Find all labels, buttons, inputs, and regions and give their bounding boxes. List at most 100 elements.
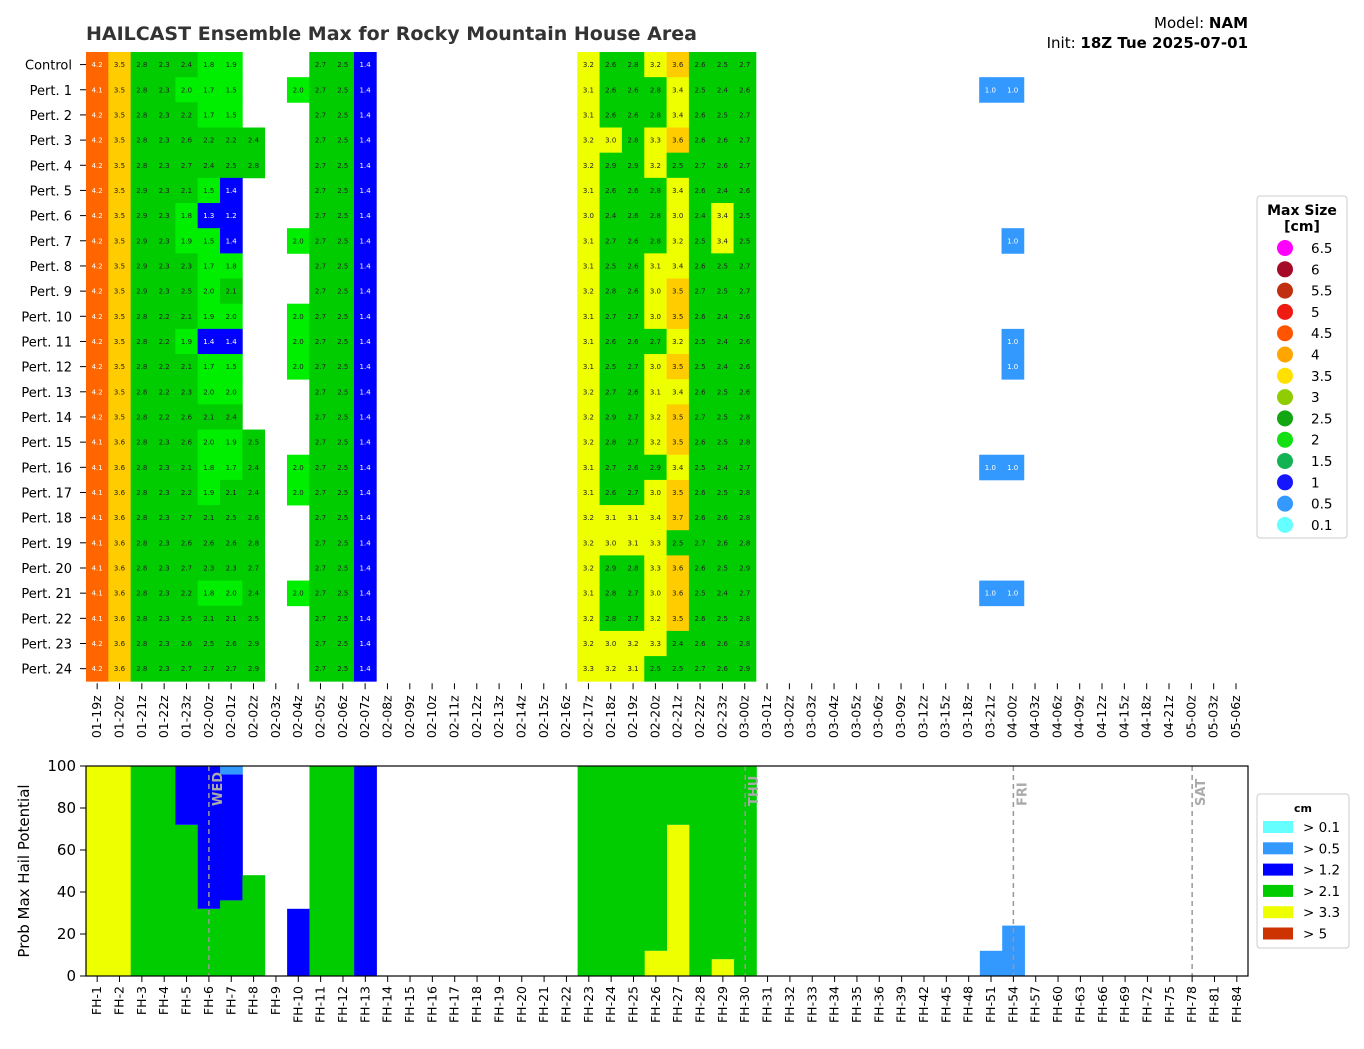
cell-value-label: 2.4: [605, 212, 617, 220]
heatmap-cell: [621, 630, 645, 657]
heatmap-cell: [644, 328, 667, 355]
cell-value-label: 2.8: [136, 439, 147, 447]
heatmap-cell: [599, 203, 623, 229]
heatmap-cell: [108, 479, 132, 506]
column-label: 03-09z: [893, 695, 908, 738]
heatmap-cell: [979, 77, 1002, 103]
cell-value-label: 2.6: [605, 61, 617, 69]
cell-value-label: 2.6: [717, 665, 729, 673]
x-tick-label: FH-15: [402, 986, 417, 1023]
column-label: 05-03z: [1206, 695, 1221, 738]
heatmap-cell: [688, 177, 712, 204]
row-label: Pert. 12: [21, 361, 72, 376]
heatmap-cell: [621, 303, 645, 330]
row-label: Pert. 24: [21, 663, 72, 678]
heatmap-cell: [1001, 328, 1025, 355]
cell-value-label: 1.0: [985, 590, 996, 598]
heatmap-cell: [309, 454, 333, 481]
heatmap-cell: [108, 203, 132, 229]
cell-value-label: 2.6: [717, 137, 729, 145]
cell-value-label: 2.7: [315, 539, 326, 547]
heatmap-cell: [599, 404, 623, 430]
cell-value-label: 4.2: [92, 187, 103, 195]
cell-value-label: 1.7: [203, 86, 214, 94]
heatmap-cell: [175, 605, 199, 632]
column-label: 02-17z: [580, 695, 595, 738]
cell-value-label: 2.7: [628, 489, 639, 497]
chart-title: HAILCAST Ensemble Max for Rocky Mountain…: [86, 23, 697, 45]
cell-value-label: 2.8: [739, 539, 750, 547]
heatmap-cell: [152, 404, 176, 430]
cell-value-label: 3.4: [717, 237, 729, 245]
heatmap-cell: [577, 555, 600, 581]
cell-value-label: 1.4: [226, 237, 238, 245]
heatmap-cell: [108, 605, 132, 632]
cell-value-label: 2.9: [136, 262, 147, 270]
heatmap-cell: [711, 278, 734, 305]
heatmap-cell: [219, 127, 243, 154]
cell-value-label: 2.3: [181, 388, 192, 396]
cell-value-label: 1.4: [360, 187, 372, 195]
cell-value-label: 2.0: [293, 489, 304, 497]
heatmap-cell: [242, 630, 266, 657]
cell-value-label: 2.7: [605, 464, 616, 472]
cell-value-label: 2.5: [695, 86, 706, 94]
cell-value-label: 2.8: [136, 61, 147, 69]
cell-value-label: 3.1: [650, 388, 661, 396]
legend-label: 6.5: [1311, 241, 1332, 257]
cell-value-label: 3.4: [717, 212, 729, 220]
heatmap-cell: [197, 404, 221, 430]
cell-value-label: 1.7: [203, 363, 214, 371]
heatmap-cell: [621, 152, 645, 179]
cell-value-label: 3.2: [583, 615, 594, 623]
cell-value-label: 2.7: [181, 514, 192, 522]
cell-value-label: 2.6: [203, 539, 215, 547]
cell-value-label: 2.7: [628, 413, 639, 421]
cell-value-label: 3.2: [605, 665, 616, 673]
cell-value-label: 2.0: [226, 313, 237, 321]
cell-value-label: 2.7: [695, 288, 706, 296]
heatmap-cell: [733, 278, 757, 305]
heatmap-cell: [644, 605, 667, 632]
heatmap-cell: [197, 555, 221, 581]
heatmap-cell: [666, 605, 690, 632]
cell-value-label: 2.6: [628, 187, 640, 195]
column-label: 02-19z: [625, 695, 640, 738]
heatmap-cell: [331, 479, 355, 506]
heatmap-cell: [309, 630, 333, 657]
cell-value-label: 3.1: [583, 262, 594, 270]
heatmap-cell: [86, 530, 109, 556]
cell-value-label: 2.8: [650, 187, 661, 195]
heatmap-cell: [152, 555, 176, 581]
heatmap-cell: [197, 152, 221, 179]
heatmap-cell: [130, 177, 154, 204]
heatmap-cell: [197, 328, 221, 355]
heatmap-cell: [577, 479, 600, 506]
column-label: 04-21z: [1161, 695, 1176, 738]
cell-value-label: 1.0: [1007, 363, 1018, 371]
row-label: Pert. 6: [30, 210, 72, 225]
heatmap-cell: [108, 379, 132, 405]
heatmap-cell: [666, 77, 690, 103]
heatmap-cell: [219, 454, 243, 481]
heatmap-cell: [353, 479, 377, 506]
heatmap-cell: [711, 555, 734, 581]
heatmap-cell: [599, 328, 623, 355]
heatmap-cell: [599, 278, 623, 305]
cell-value-label: 2.5: [337, 288, 348, 296]
cell-value-label: 2.3: [159, 590, 170, 598]
heatmap-cell: [242, 605, 266, 632]
heatmap-cell: [644, 102, 667, 128]
heatmap-cell: [688, 228, 712, 254]
cell-value-label: 2.3: [159, 439, 170, 447]
bar-segment: [309, 766, 333, 976]
heatmap-cell: [152, 656, 176, 682]
x-tick-label: FH-3: [134, 986, 149, 1015]
cell-value-label: 2.6: [695, 388, 707, 396]
cell-value-label: 2.4: [695, 212, 707, 220]
heatmap-cell: [688, 429, 712, 456]
heatmap-cell: [733, 228, 757, 254]
heatmap-cell: [733, 152, 757, 179]
cell-value-label: 2.7: [605, 388, 616, 396]
heatmap-cell: [733, 253, 757, 279]
